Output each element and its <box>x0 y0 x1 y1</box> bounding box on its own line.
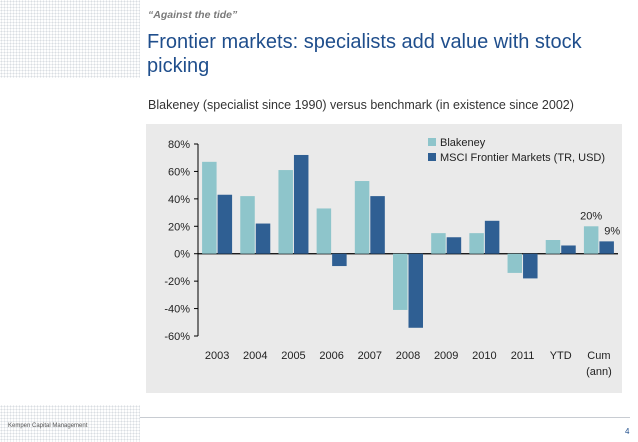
msci-bar-4 <box>370 196 385 254</box>
x-tick-label: 2011 <box>511 350 535 362</box>
y-tick-label: 20% <box>168 221 190 233</box>
y-tick-label: -60% <box>164 331 190 343</box>
footer-company: Kempen Capital Management <box>8 423 88 429</box>
msci-bar-10 <box>599 241 614 254</box>
y-tick-label: 60% <box>168 166 190 178</box>
x-tick-label: 2010 <box>472 350 496 362</box>
x-tick-label: 2005 <box>281 350 305 362</box>
section-kicker: “Against the tide” <box>148 9 238 21</box>
slide-title: Frontier markets: specialists add value … <box>147 31 582 77</box>
blakeney-bar-9 <box>545 240 561 254</box>
msci-bar-8 <box>523 253 538 279</box>
legend-label-0: Blakeney <box>440 137 486 149</box>
blakeney-bar-6 <box>431 233 446 254</box>
blakeney-bar-10 <box>583 226 599 254</box>
blakeney-bar-3 <box>316 208 332 254</box>
bar-chart: 80% 60% 40% 20% 0% -20% -40% -60% 2003 2004 2005 20… <box>164 137 620 378</box>
y-tick-label: -20% <box>164 276 190 288</box>
x-tick-label: 2003 <box>205 350 229 362</box>
slide-subtitle: Blakeney (specialist since 1990) versus … <box>148 98 574 112</box>
blakeney-bar-2 <box>278 170 293 254</box>
y-tick-label: 0% <box>174 249 190 261</box>
msci-bar-6 <box>446 237 462 254</box>
chart-panel: 80% 60% 40% 20% 0% -20% -40% -60% 2003 2004 2005 20… <box>146 124 622 393</box>
legend-label-1: MSCI Frontier Markets (TR, USD) <box>440 152 605 164</box>
blakeney-bar-8 <box>507 253 523 273</box>
blakeney-bar-7 <box>469 233 484 254</box>
legend-swatch-1 <box>428 153 436 161</box>
legend-swatch-0 <box>428 138 436 146</box>
y-tick-label: 80% <box>168 139 190 151</box>
y-tick-label: 40% <box>168 194 190 206</box>
x-tick-label: 2007 <box>358 350 382 362</box>
data-label-1: 9% <box>604 225 620 237</box>
x-tick-label: 2004 <box>243 350 267 362</box>
footer-divider <box>140 417 630 418</box>
msci-bar-0 <box>217 194 233 254</box>
blakeney-bar-0 <box>202 161 217 254</box>
x-tick-label: 2008 <box>396 350 420 362</box>
blakeney-bar-4 <box>354 181 370 254</box>
msci-bar-2 <box>293 154 309 254</box>
y-tick-label: -40% <box>164 304 190 316</box>
msci-bar-7 <box>484 220 500 254</box>
msci-bar-1 <box>255 223 271 254</box>
x-tick-label: YTD <box>550 350 572 362</box>
blakeney-bar-1 <box>240 196 255 254</box>
page-number: 4 <box>625 427 630 436</box>
msci-bar-9 <box>561 245 576 254</box>
x-tick-label: 2009 <box>434 350 458 362</box>
data-label-0: 20% <box>580 210 602 222</box>
x-tick-label: 2006 <box>319 350 343 362</box>
msci-bar-5 <box>408 253 423 328</box>
blakeney-bar-5 <box>393 253 408 310</box>
x-tick-label: Cum (ann) <box>586 350 612 378</box>
msci-bar-3 <box>332 253 347 267</box>
